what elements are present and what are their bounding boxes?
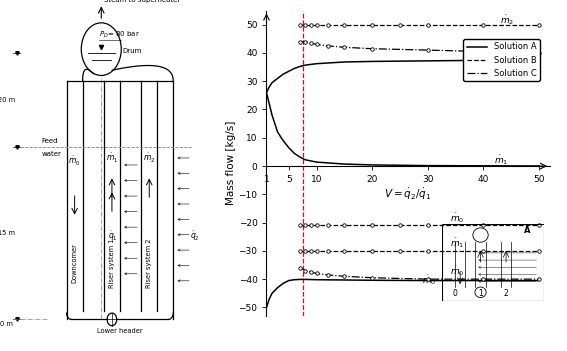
Text: $\dot{m}_0$: $\dot{m}_0$ [68,155,81,168]
Text: $\dot{q}_2$: $\dot{q}_2$ [189,229,200,243]
Y-axis label: Mass flow [kg/s]: Mass flow [kg/s] [226,121,236,205]
Text: $P_D$= 80 bar: $P_D$= 80 bar [99,30,139,40]
Text: $\dot{m}_0$: $\dot{m}_0$ [450,265,464,278]
Text: $\dot{m}_2$: $\dot{m}_2$ [500,41,514,55]
Text: Feed: Feed [41,138,58,144]
Text: $\dot{q}_1$: $\dot{q}_1$ [108,229,118,243]
Text: water: water [41,151,61,157]
Text: $\dot{m}_0$: $\dot{m}_0$ [450,211,464,225]
Text: 15 m: 15 m [0,230,15,237]
Text: $\dot{m}_0$: $\dot{m}_0$ [422,273,437,287]
Text: $\dot{m}_1$: $\dot{m}_1$ [105,152,118,165]
Text: 20 m: 20 m [0,97,15,103]
Text: $\dot{m}_2$: $\dot{m}_2$ [500,49,514,63]
Text: $\dot{m}_1$: $\dot{m}_1$ [494,154,509,167]
Text: Steam to superheater: Steam to superheater [104,0,181,3]
Legend: Solution A, Solution B, Solution C: Solution A, Solution B, Solution C [463,39,540,81]
Text: Riser system 2: Riser system 2 [146,238,152,288]
Text: $\dot{m}_1$: $\dot{m}_1$ [450,237,464,250]
Text: Riser system 1: Riser system 1 [109,239,115,288]
Text: Downcomer: Downcomer [71,243,78,283]
Text: 0 m: 0 m [0,321,13,327]
Text: Drum: Drum [122,48,142,54]
X-axis label: $V = \dot{q}_2/\dot{q}_1$: $V = \dot{q}_2/\dot{q}_1$ [384,187,432,202]
Text: $\dot{m}_2$: $\dot{m}_2$ [500,13,514,27]
Text: Lower header: Lower header [98,328,143,334]
Text: $\dot{m}_2$: $\dot{m}_2$ [143,152,155,165]
